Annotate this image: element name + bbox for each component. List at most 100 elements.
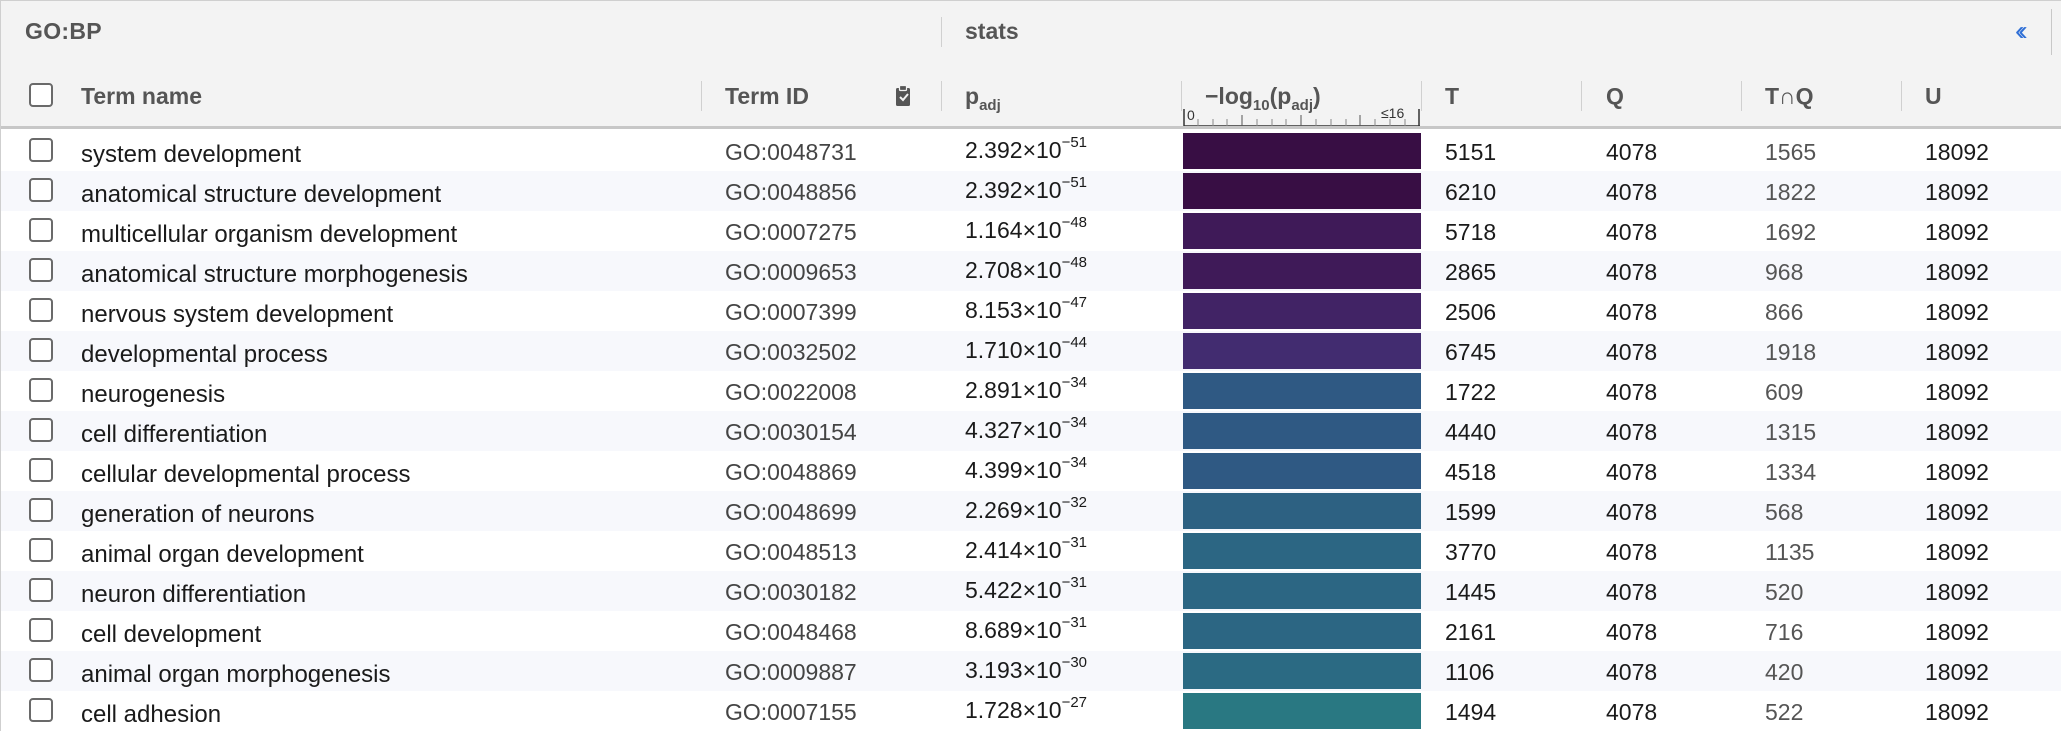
column-divider[interactable] xyxy=(1901,81,1902,111)
padj-times-ten: ×10 xyxy=(1022,537,1062,563)
table-row[interactable]: animal organ morphogenesis GO:0009887 3.19… xyxy=(1,651,2061,691)
term-id[interactable]: GO:0009653 xyxy=(725,259,857,285)
row-checkbox[interactable] xyxy=(29,458,53,482)
count-t: 5151 xyxy=(1445,139,1497,165)
column-tq[interactable]: T∩Q xyxy=(1765,83,1814,109)
term-name[interactable]: animal organ development xyxy=(81,541,364,568)
term-id[interactable]: GO:0009887 xyxy=(725,659,857,685)
significance-bar xyxy=(1183,493,1421,529)
table-row[interactable]: system development GO:0048731 2.392×10−51 5… xyxy=(1,131,2061,171)
term-name[interactable]: cell differentiation xyxy=(81,421,268,448)
padj-label: p xyxy=(965,83,980,109)
row-checkbox[interactable] xyxy=(29,378,53,402)
term-id[interactable]: GO:0048468 xyxy=(725,619,857,645)
row-checkbox[interactable] xyxy=(29,538,53,562)
term-id[interactable]: GO:0032502 xyxy=(725,339,857,365)
double-chevron-left-icon[interactable]: ‹‹ xyxy=(2015,15,2027,46)
table-row[interactable]: developmental process GO:0032502 1.710×10−… xyxy=(1,331,2061,371)
table-row[interactable]: anatomical structure development GO:00488… xyxy=(1,171,2061,211)
column-q[interactable]: Q xyxy=(1606,83,1624,109)
clipboard-icon[interactable] xyxy=(892,84,914,108)
count-t: 2161 xyxy=(1445,619,1497,645)
neglog-axis-header[interactable]: −log10(padj) 0 ≤16 xyxy=(1183,63,1421,126)
column-divider[interactable] xyxy=(941,81,942,111)
count-q: 4078 xyxy=(1606,619,1658,645)
term-id[interactable]: GO:0030154 xyxy=(725,419,857,445)
table-row[interactable]: animal organ development GO:0048513 2.414×… xyxy=(1,531,2061,571)
term-id[interactable]: GO:0048856 xyxy=(725,179,857,205)
row-checkbox[interactable] xyxy=(29,218,53,242)
padj-value: 1.710×10−44 xyxy=(965,334,1087,364)
term-name[interactable]: generation of neurons xyxy=(81,501,315,528)
column-padj[interactable]: padj xyxy=(965,83,1001,114)
count-u: 18092 xyxy=(1925,219,1989,245)
column-divider[interactable] xyxy=(701,81,702,111)
neglog-close: ) xyxy=(1313,83,1321,109)
select-all-checkbox[interactable] xyxy=(29,83,53,107)
term-name[interactable]: multicellular organism development xyxy=(81,221,458,248)
term-name[interactable]: anatomical structure development xyxy=(81,181,442,208)
row-checkbox[interactable] xyxy=(29,138,53,162)
row-checkbox[interactable] xyxy=(29,258,53,282)
column-t[interactable]: T xyxy=(1445,83,1460,109)
table-row[interactable]: multicellular organism development GO:000… xyxy=(1,211,2061,251)
term-name[interactable]: neurogenesis xyxy=(81,381,226,408)
term-id[interactable]: GO:0048513 xyxy=(725,539,857,565)
count-u: 18092 xyxy=(1925,339,1989,365)
term-id[interactable]: GO:0007399 xyxy=(725,299,857,325)
table-row[interactable]: nervous system development GO:0007399 8.15… xyxy=(1,291,2061,331)
term-name[interactable]: nervous system development xyxy=(81,301,394,328)
count-u: 18092 xyxy=(1925,659,1989,685)
count-q: 4078 xyxy=(1606,139,1658,165)
row-checkbox[interactable] xyxy=(29,178,53,202)
term-name[interactable]: cellular developmental process xyxy=(81,461,411,488)
table-row[interactable]: neurogenesis GO:0022008 2.891×10−34 1722 407… xyxy=(1,371,2061,411)
term-name[interactable]: system development xyxy=(81,141,302,168)
padj-times-ten: ×10 xyxy=(1022,377,1062,403)
padj-mantissa: 2.269 xyxy=(965,497,1023,523)
table-row[interactable]: cellular developmental process GO:0048869… xyxy=(1,451,2061,491)
column-divider[interactable] xyxy=(1581,81,1582,111)
row-checkbox[interactable] xyxy=(29,498,53,522)
column-u[interactable]: U xyxy=(1925,83,1942,109)
term-id[interactable]: GO:0022008 xyxy=(725,379,857,405)
table-row[interactable]: cell differentiation GO:0030154 4.327×10−3… xyxy=(1,411,2061,451)
term-id[interactable]: GO:0007275 xyxy=(725,219,857,245)
padj-times-ten: ×10 xyxy=(1022,417,1062,443)
count-q: 4078 xyxy=(1606,219,1658,245)
table-row[interactable]: generation of neurons GO:0048699 2.269×10−… xyxy=(1,491,2061,531)
count-u: 18092 xyxy=(1925,179,1989,205)
row-checkbox[interactable] xyxy=(29,338,53,362)
row-checkbox[interactable] xyxy=(29,618,53,642)
count-q: 4078 xyxy=(1606,459,1658,485)
row-checkbox[interactable] xyxy=(29,298,53,322)
significance-bar xyxy=(1183,373,1421,409)
term-id[interactable]: GO:0007155 xyxy=(725,699,857,725)
count-q: 4078 xyxy=(1606,579,1658,605)
term-id[interactable]: GO:0048869 xyxy=(725,459,857,485)
term-name[interactable]: developmental process xyxy=(81,341,328,368)
term-name[interactable]: cell development xyxy=(81,621,262,648)
row-checkbox[interactable] xyxy=(29,418,53,442)
padj-times-ten: ×10 xyxy=(1022,577,1062,603)
column-divider[interactable] xyxy=(1181,81,1182,111)
term-name[interactable]: anatomical structure morphogenesis xyxy=(81,261,468,288)
column-divider[interactable] xyxy=(1421,81,1422,111)
row-checkbox[interactable] xyxy=(29,578,53,602)
table-row[interactable]: anatomical structure morphogenesis GO:000… xyxy=(1,251,2061,291)
table-row[interactable]: cell adhesion GO:0007155 1.728×10−27 1494 40… xyxy=(1,691,2061,731)
row-checkbox[interactable] xyxy=(29,698,53,722)
padj-mantissa: 2.891 xyxy=(965,377,1023,403)
term-id[interactable]: GO:0048699 xyxy=(725,499,857,525)
term-name[interactable]: neuron differentiation xyxy=(81,581,307,608)
term-id[interactable]: GO:0048731 xyxy=(725,139,857,165)
term-name[interactable]: cell adhesion xyxy=(81,701,222,728)
column-divider[interactable] xyxy=(1741,81,1742,111)
row-checkbox[interactable] xyxy=(29,658,53,682)
term-id[interactable]: GO:0030182 xyxy=(725,579,857,605)
column-term-name[interactable]: Term name xyxy=(81,83,203,109)
column-term-id[interactable]: Term ID xyxy=(725,83,809,109)
term-name[interactable]: animal organ morphogenesis xyxy=(81,661,391,688)
table-row[interactable]: neuron differentiation GO:0030182 5.422×10… xyxy=(1,571,2061,611)
table-row[interactable]: cell development GO:0048468 8.689×10−31 216… xyxy=(1,611,2061,651)
